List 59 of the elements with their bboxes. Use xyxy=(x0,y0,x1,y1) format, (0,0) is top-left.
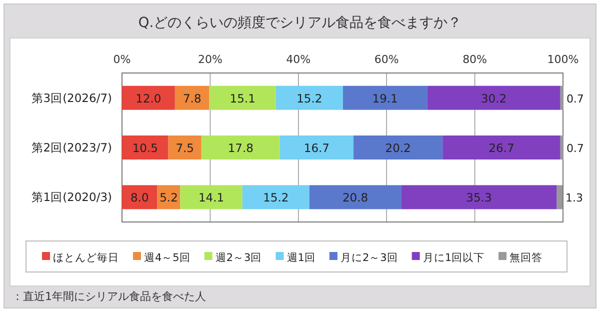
data-label: 0.7 xyxy=(566,142,584,155)
data-label: 14.1 xyxy=(198,190,224,205)
legend-label: 無回答 xyxy=(510,252,542,264)
bar xyxy=(401,185,557,210)
chart-title: Q.どのくらいの頻度でシリアル食品を食べますか？ xyxy=(138,15,462,31)
data-label: 15.2 xyxy=(263,190,289,205)
bar xyxy=(168,136,202,160)
legend-label: 月に1回以下 xyxy=(422,251,484,264)
bar xyxy=(180,185,242,210)
data-label: 1.3 xyxy=(566,192,584,205)
bar xyxy=(122,185,158,210)
x-tick-label: 0% xyxy=(113,53,131,66)
data-label: 5.2 xyxy=(160,190,178,205)
legend-label: 月に2～3回 xyxy=(340,252,398,264)
bar xyxy=(560,86,564,110)
data-label: 12.0 xyxy=(136,91,162,106)
x-tick-label: 40% xyxy=(286,53,311,66)
bar xyxy=(174,86,210,110)
data-label: 7.8 xyxy=(182,91,202,106)
bar xyxy=(309,185,402,210)
bar xyxy=(442,136,560,160)
bar xyxy=(276,86,343,110)
y-tick-label: 第2回(2023/7) xyxy=(31,140,112,154)
bar xyxy=(342,86,428,110)
legend-label: 週2～3回 xyxy=(215,252,262,264)
data-label: 16.7 xyxy=(304,141,330,155)
x-tick-label: 60% xyxy=(374,53,399,66)
text: ：直近1年間にシリアル食品を食べた人 xyxy=(12,290,206,303)
x-tick-label: 100% xyxy=(547,53,579,66)
bar xyxy=(209,86,276,110)
x-tick-label: 80% xyxy=(462,53,488,66)
x-tick-label: 20% xyxy=(198,53,222,66)
data-label: 17.8 xyxy=(228,141,254,155)
legend-label: 週1回 xyxy=(286,252,316,264)
bar xyxy=(560,136,564,160)
data-label: 20.2 xyxy=(385,141,411,155)
bar xyxy=(122,86,175,110)
bar xyxy=(556,185,563,210)
data-label: 20.8 xyxy=(342,190,368,205)
bar xyxy=(280,136,354,160)
data-label: 0.7 xyxy=(566,92,584,106)
bar xyxy=(427,86,560,110)
data-label: 15.1 xyxy=(230,91,256,106)
y-tick-label: 第1回(2020/3) xyxy=(31,190,112,204)
bar xyxy=(201,136,280,160)
bar xyxy=(242,185,310,210)
data-label: 7.5 xyxy=(176,141,194,155)
data-label: 26.7 xyxy=(488,141,514,155)
legend-label: 週4～5回 xyxy=(144,252,190,264)
bar xyxy=(354,136,443,160)
data-label: 30.2 xyxy=(480,91,507,106)
bar xyxy=(122,136,168,160)
data-label: 35.3 xyxy=(466,190,492,205)
data-label: 19.1 xyxy=(372,91,398,106)
data-label: 15.2 xyxy=(296,91,322,106)
data-label: 10.5 xyxy=(132,141,158,155)
y-tick-label: 第3回(2026/7) xyxy=(31,90,112,105)
legend-label: ほとんど毎日 xyxy=(53,252,119,264)
data-label: 8.0 xyxy=(130,190,149,205)
